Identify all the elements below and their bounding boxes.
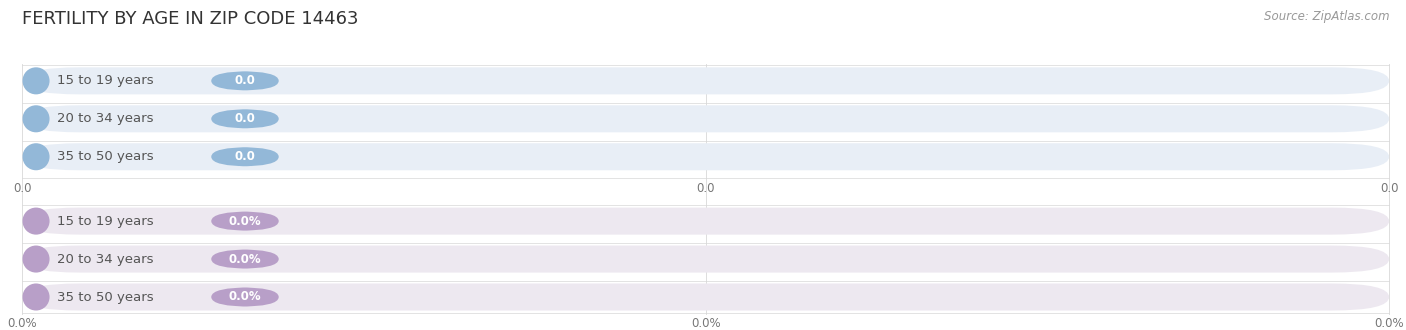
Text: 35 to 50 years: 35 to 50 years bbox=[56, 290, 153, 304]
Ellipse shape bbox=[22, 67, 49, 94]
Text: 0.0: 0.0 bbox=[235, 112, 256, 125]
Ellipse shape bbox=[22, 283, 49, 311]
FancyBboxPatch shape bbox=[22, 105, 1389, 132]
FancyBboxPatch shape bbox=[22, 283, 1389, 311]
Text: 20 to 34 years: 20 to 34 years bbox=[56, 112, 153, 125]
FancyBboxPatch shape bbox=[22, 143, 1389, 170]
Text: 35 to 50 years: 35 to 50 years bbox=[56, 150, 153, 163]
FancyBboxPatch shape bbox=[211, 249, 278, 269]
Ellipse shape bbox=[22, 105, 49, 132]
FancyBboxPatch shape bbox=[211, 109, 278, 129]
Ellipse shape bbox=[22, 143, 49, 170]
Text: FERTILITY BY AGE IN ZIP CODE 14463: FERTILITY BY AGE IN ZIP CODE 14463 bbox=[22, 10, 359, 28]
FancyBboxPatch shape bbox=[211, 287, 278, 307]
Text: 0.0: 0.0 bbox=[1379, 182, 1399, 195]
Text: 0.0: 0.0 bbox=[235, 150, 256, 163]
Text: 0.0%: 0.0% bbox=[690, 317, 721, 330]
Text: 0.0%: 0.0% bbox=[229, 214, 262, 228]
FancyBboxPatch shape bbox=[211, 211, 278, 231]
Text: 15 to 19 years: 15 to 19 years bbox=[56, 214, 153, 228]
Text: 15 to 19 years: 15 to 19 years bbox=[56, 74, 153, 87]
FancyBboxPatch shape bbox=[211, 71, 278, 91]
Text: 20 to 34 years: 20 to 34 years bbox=[56, 252, 153, 266]
Text: 0.0%: 0.0% bbox=[229, 252, 262, 266]
Text: 0.0: 0.0 bbox=[13, 182, 32, 195]
FancyBboxPatch shape bbox=[22, 246, 1389, 273]
Text: 0.0%: 0.0% bbox=[1374, 317, 1405, 330]
Text: 0.0%: 0.0% bbox=[229, 290, 262, 304]
Text: 0.0: 0.0 bbox=[235, 74, 256, 87]
Ellipse shape bbox=[22, 246, 49, 273]
Text: 0.0%: 0.0% bbox=[7, 317, 38, 330]
FancyBboxPatch shape bbox=[22, 67, 1389, 94]
Text: 0.0: 0.0 bbox=[696, 182, 716, 195]
Ellipse shape bbox=[22, 208, 49, 235]
FancyBboxPatch shape bbox=[22, 208, 1389, 235]
FancyBboxPatch shape bbox=[211, 147, 278, 167]
Text: Source: ZipAtlas.com: Source: ZipAtlas.com bbox=[1264, 10, 1389, 23]
